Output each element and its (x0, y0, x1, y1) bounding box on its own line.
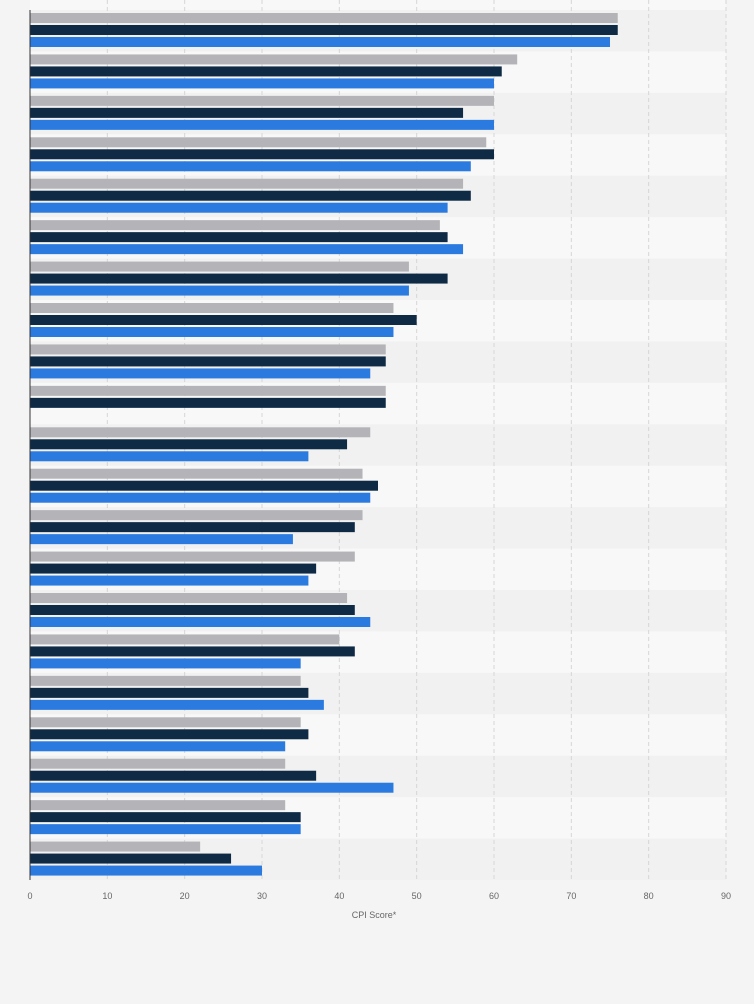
bar (30, 13, 618, 23)
bar (30, 439, 348, 450)
bar (30, 605, 355, 615)
bar (30, 37, 610, 47)
x-axis-label: CPI Score* (352, 910, 397, 920)
bar (30, 865, 262, 876)
x-tick-label: 80 (644, 891, 654, 901)
bar (30, 327, 394, 337)
bar (30, 54, 518, 65)
bar (30, 741, 286, 752)
bar (30, 646, 355, 657)
bar (30, 344, 386, 355)
bar (30, 397, 386, 408)
bar (30, 178, 464, 189)
bar (30, 551, 355, 562)
bar (30, 190, 471, 201)
bar (30, 658, 301, 669)
x-axis-tick-labels: 0 10 20 30 40 50 60 70 80 90 (27, 891, 731, 901)
bar (30, 717, 301, 728)
bar (30, 78, 494, 89)
bar (30, 687, 309, 698)
bar (30, 675, 301, 686)
bar (30, 522, 355, 533)
bar (30, 510, 363, 521)
bar (30, 782, 394, 793)
x-tick-label: 0 (27, 891, 32, 901)
bar (30, 824, 301, 835)
x-tick-label: 20 (180, 891, 190, 901)
bar (30, 699, 324, 710)
bar (30, 758, 286, 769)
bar (30, 315, 417, 325)
bar (30, 841, 201, 852)
bar (30, 617, 371, 627)
x-tick-label: 10 (102, 891, 112, 901)
bar (30, 149, 494, 160)
bar (30, 451, 309, 462)
bars (30, 13, 618, 876)
bar (30, 137, 487, 148)
bar (30, 368, 371, 379)
bar (30, 385, 386, 396)
bar (30, 575, 309, 586)
bar (30, 563, 317, 574)
x-tick-label: 40 (334, 891, 344, 901)
bar (30, 534, 293, 545)
bar (30, 356, 386, 367)
bar (30, 427, 371, 438)
bar (30, 273, 448, 284)
bar (30, 107, 464, 118)
x-tick-label: 50 (412, 891, 422, 901)
bar (30, 593, 348, 603)
bar (30, 95, 494, 106)
bar (30, 853, 232, 864)
bar (30, 492, 371, 503)
bar (30, 66, 502, 77)
x-tick-label: 60 (489, 891, 499, 901)
bar (30, 232, 448, 243)
bar (30, 119, 494, 130)
bar (30, 634, 340, 645)
bar (30, 812, 301, 823)
bar (30, 770, 317, 781)
bar (30, 480, 378, 491)
bar (30, 800, 286, 811)
bar (30, 202, 448, 213)
bar (30, 303, 394, 313)
x-tick-label: 70 (566, 891, 576, 901)
x-tick-label: 90 (721, 891, 731, 901)
bar (30, 261, 409, 272)
bar (30, 161, 471, 172)
bar (30, 729, 309, 740)
x-tick-label: 30 (257, 891, 267, 901)
bar (30, 220, 440, 231)
bar (30, 468, 363, 479)
bar (30, 244, 464, 255)
bar (30, 25, 618, 35)
bar (30, 285, 409, 296)
